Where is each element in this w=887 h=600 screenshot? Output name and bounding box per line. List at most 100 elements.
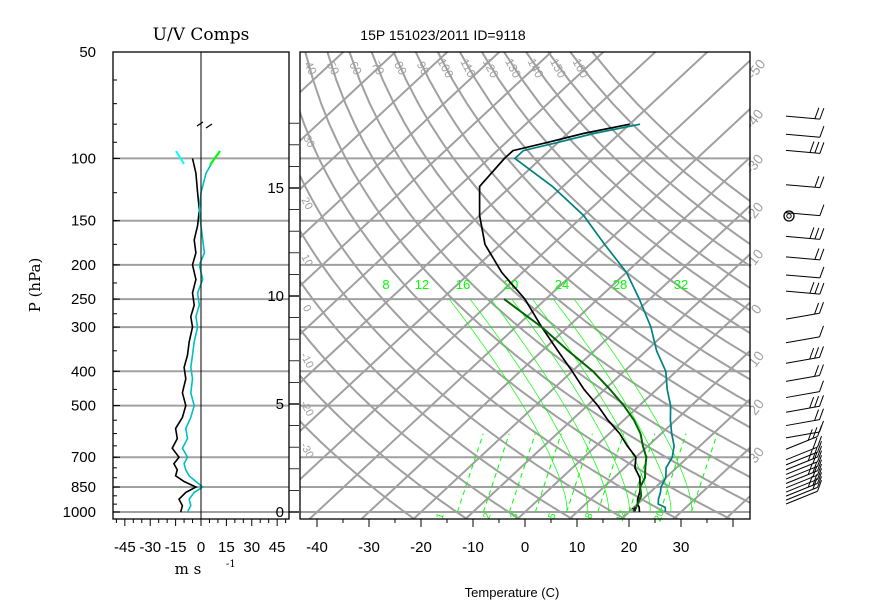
temperature-ticks: -40 -30 -20 -10 0 10 20 30 bbox=[306, 519, 734, 556]
uv-ytick-label: 500 bbox=[71, 398, 96, 415]
wind-barb-shaft bbox=[785, 133, 820, 138]
mixing-ratio-line bbox=[508, 433, 536, 513]
moist-adiabat-label: 16 bbox=[456, 277, 470, 292]
dry-adiabat-label: 50 bbox=[324, 59, 343, 78]
dry-adiabat bbox=[481, 52, 750, 312]
dry-adiabat-label: 80 bbox=[391, 59, 410, 78]
isotherm bbox=[568, 349, 750, 519]
wind-barbs bbox=[783, 107, 825, 505]
moist-adiabat bbox=[573, 298, 693, 513]
wind-barb-flag bbox=[817, 445, 822, 458]
dry-adiabat bbox=[547, 52, 750, 246]
dry-adiabat bbox=[300, 419, 416, 519]
wind-barb-flag bbox=[819, 282, 825, 295]
wind-barb-shaft bbox=[785, 391, 820, 399]
moist-adiabat-label: 32 bbox=[674, 277, 688, 292]
isotherm bbox=[300, 52, 501, 239]
moist-adiabat bbox=[449, 298, 568, 513]
uv-xlabel: m s bbox=[175, 560, 202, 578]
dry-adiabat bbox=[414, 52, 750, 381]
uv-ytick-label: 700 bbox=[71, 449, 96, 466]
mixing-ratio-label: 3 bbox=[509, 511, 521, 520]
dry-adiabat bbox=[300, 279, 574, 519]
wind-barb-flag bbox=[814, 176, 820, 188]
skewt-profiles: * bbox=[478, 123, 675, 519]
wind-barb-flag bbox=[819, 420, 824, 433]
uv-xtick-label: -45 bbox=[114, 539, 136, 556]
moist-adiabat bbox=[553, 298, 672, 513]
isotherm-label: -50 bbox=[744, 56, 769, 82]
uv-xtick-label: 0 bbox=[197, 539, 205, 556]
dry-adiabat bbox=[300, 109, 732, 519]
temperature-axis-label: Temperature (C) bbox=[465, 585, 560, 600]
isotherm bbox=[464, 252, 750, 519]
wind-barb-shaft bbox=[785, 312, 820, 320]
uv-xtick-label: -15 bbox=[165, 539, 187, 556]
mixing-ratio-line bbox=[482, 433, 510, 513]
wind-barb-flag bbox=[812, 437, 818, 450]
uv-upper-fragment bbox=[196, 121, 213, 129]
height-tick-label: 15 bbox=[267, 180, 284, 197]
isotherm-label: -10 bbox=[742, 246, 767, 272]
wind-barb-shaft bbox=[785, 436, 818, 450]
wind-barb-flag bbox=[814, 107, 820, 119]
wind-barb-flag bbox=[817, 468, 822, 480]
dry-adiabat bbox=[591, 52, 750, 203]
moist-adiabat-label: 8 bbox=[382, 277, 389, 292]
uv-series-lines bbox=[171, 121, 221, 513]
skewt-panel: 15P 151023/2011 ID=9118 -50-40-30-20-100… bbox=[267, 27, 769, 600]
wind-barb-flag bbox=[819, 126, 825, 138]
wind-barb-shaft bbox=[785, 235, 820, 240]
dry-adiabat bbox=[459, 52, 750, 335]
mixing-ratio-label: 8 bbox=[584, 511, 596, 520]
uv-ytick-label: 150 bbox=[71, 213, 96, 230]
dry-adiabat bbox=[300, 228, 627, 519]
moist-adiabat bbox=[532, 298, 651, 513]
isotherm-label: -30 bbox=[742, 151, 767, 177]
uv-ytick-label: 850 bbox=[71, 479, 96, 496]
uv-ytick-label: 250 bbox=[71, 291, 96, 308]
wind-barb-flag bbox=[809, 227, 815, 239]
moist-adiabat-label: 28 bbox=[613, 277, 627, 292]
isotherm bbox=[620, 398, 750, 519]
uv-xtick-label: 15 bbox=[218, 539, 235, 556]
wind-barb-shaft bbox=[785, 336, 820, 344]
isotherm-label: 30 bbox=[745, 444, 767, 466]
dry-adiabat bbox=[300, 374, 469, 519]
wind-barb-flag bbox=[814, 248, 820, 260]
mixing-ratio-line bbox=[597, 433, 625, 513]
wind-barb-shaft bbox=[785, 456, 818, 471]
wind-barb-flag bbox=[817, 435, 822, 448]
dry-adiabat bbox=[370, 52, 750, 429]
dry-adiabat-low-label: 10 bbox=[298, 252, 314, 268]
wind-barb-flag bbox=[819, 395, 824, 407]
wind-barb-shaft bbox=[785, 461, 818, 475]
isotherm bbox=[300, 52, 553, 288]
surface-parcel-marker: * bbox=[631, 503, 637, 519]
height-ticks: 0 5 10 15 bbox=[267, 122, 299, 521]
mixing-ratio-line bbox=[534, 433, 562, 513]
wind-barb-flag bbox=[817, 455, 822, 467]
isotherm bbox=[300, 52, 605, 336]
calm-wind-circle bbox=[783, 210, 795, 222]
wind-barb-flag bbox=[814, 365, 820, 377]
moist-adiabat bbox=[490, 298, 609, 513]
dry-adiabat bbox=[503, 52, 750, 290]
calm-wind-inner-circle bbox=[786, 213, 792, 219]
temperature-tick-label: -10 bbox=[462, 539, 484, 556]
wind-barb-flag bbox=[819, 176, 825, 188]
wind-barb-flag bbox=[819, 107, 825, 120]
moist-adiabat bbox=[469, 298, 589, 513]
wind-barb-flag bbox=[817, 450, 822, 462]
dry-adiabat-label: 40 bbox=[301, 59, 320, 78]
uv-title: U/V Comps bbox=[153, 25, 250, 45]
uv-xtick-label: 45 bbox=[269, 539, 286, 556]
temperature-tick-label: 30 bbox=[673, 539, 690, 556]
wind-barb-shaft bbox=[785, 274, 820, 279]
wind-barb-flag bbox=[819, 302, 824, 314]
wind-barb-shaft bbox=[785, 478, 818, 493]
mixing-ratio-line bbox=[456, 433, 484, 513]
wind-barb-flag bbox=[814, 227, 820, 240]
isotherm bbox=[308, 107, 750, 519]
